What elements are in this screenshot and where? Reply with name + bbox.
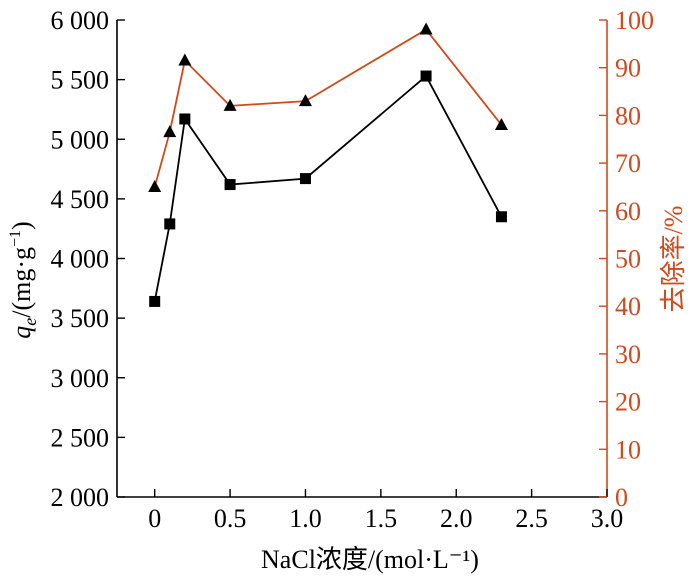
y-right-tick-label: 20 <box>615 388 641 417</box>
y-left-tick-label: 5 500 <box>51 66 110 95</box>
y-right-tick-label: 0 <box>615 483 628 512</box>
data-point-triangle <box>419 22 433 35</box>
data-point-square <box>299 173 311 185</box>
y-right-tick-label: 90 <box>615 54 641 83</box>
y-left-label-suffix: /(mg·g <box>7 247 36 318</box>
series-layer <box>148 22 508 307</box>
data-point-square <box>179 113 191 125</box>
y-right-tick-label: 30 <box>615 340 641 369</box>
x-tick-label: 1.5 <box>365 504 398 533</box>
data-point-square <box>149 295 161 307</box>
y-right-tick-label: 100 <box>615 6 654 35</box>
x-tick-label: 3.0 <box>591 504 624 533</box>
x-tick-label: 2.0 <box>440 504 473 533</box>
data-point-square <box>224 179 236 191</box>
data-point-square <box>164 218 176 230</box>
y-left-tick-label: 6 000 <box>51 6 110 35</box>
y-left-label-sub: e <box>20 318 40 326</box>
series-line-square <box>153 74 503 302</box>
data-point-triangle <box>494 117 508 130</box>
y-left-axis-label: qe/(mg·g−1) <box>7 221 40 338</box>
y-left-tick-label: 4 000 <box>51 245 110 274</box>
x-axis-ticks: 0 0.5 1.0 1.5 2.0 2.5 3.0 <box>148 489 623 533</box>
data-point-square <box>495 211 507 223</box>
y-left-label-close: ) <box>7 221 36 230</box>
data-point-triangle <box>223 98 237 111</box>
y-left-tick-label: 2 000 <box>51 483 110 512</box>
y-right-tick-label: 50 <box>615 245 641 274</box>
x-axis-label: NaCl浓度/(mol·L⁻¹) <box>261 545 479 574</box>
y-left-tick-label: 4 500 <box>51 185 110 214</box>
x-tick-label: 1.0 <box>289 504 322 533</box>
series-line-triangle <box>153 28 503 188</box>
x-tick-label: 0 <box>148 504 161 533</box>
y-left-axis-ticks: 2 000 2 500 3 000 3 500 4 000 4 500 5 000 5 500… <box>51 6 125 512</box>
y-left-tick-label: 5 000 <box>51 125 110 154</box>
y-left-label-main: q <box>7 326 36 339</box>
x-tick-label: 0.5 <box>214 504 247 533</box>
y-left-tick-label: 3 000 <box>51 364 110 393</box>
y-right-tick-label: 40 <box>615 292 641 321</box>
data-point-triangle <box>148 179 162 192</box>
y-right-tick-label: 70 <box>615 149 641 178</box>
y-right-tick-label: 60 <box>615 197 641 226</box>
data-point-triangle <box>298 94 312 107</box>
y-right-axis-label: 去除率/% <box>659 206 688 313</box>
y-left-tick-label: 3 500 <box>51 304 110 333</box>
data-point-square <box>420 70 432 82</box>
y-left-tick-label: 2 500 <box>51 423 110 452</box>
y-right-tick-label: 10 <box>615 435 641 464</box>
y-right-tick-label: 80 <box>615 101 641 130</box>
data-point-triangle <box>163 125 177 138</box>
plot-frame <box>116 20 608 498</box>
x-tick-label: 2.5 <box>515 504 548 533</box>
y-left-label-sup: −1 <box>7 230 24 247</box>
data-point-triangle <box>178 53 192 66</box>
y-right-axis-ticks: 0 10 20 30 40 50 60 70 80 90 100 <box>599 6 654 512</box>
